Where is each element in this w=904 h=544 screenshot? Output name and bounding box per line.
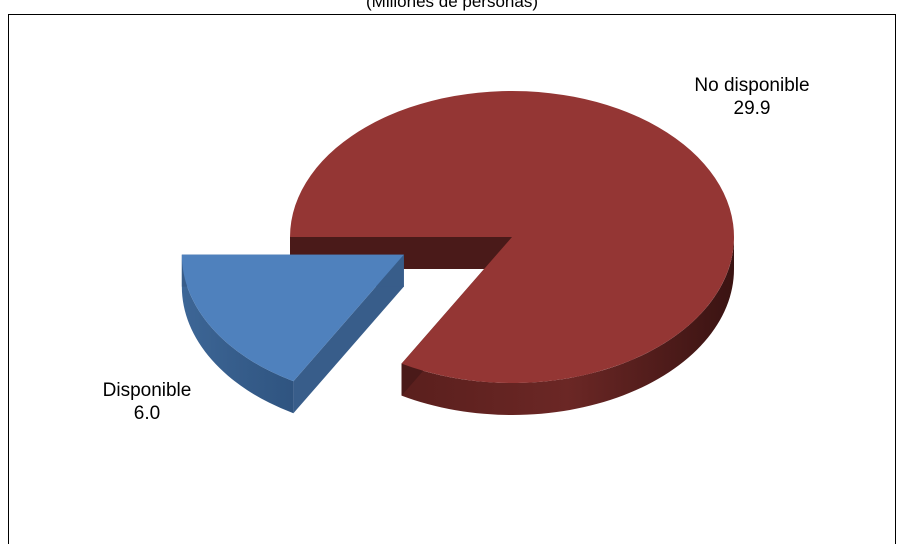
slice-value-text: 6.0 [133, 403, 161, 424]
slice-label-text: Disponible [102, 380, 192, 401]
slice-disponible [181, 254, 404, 382]
chart-subtitle: (Millones de personas) [366, 0, 538, 11]
slice-side-disponible [181, 254, 294, 414]
label-no-disponible: No disponible 29.9 [672, 74, 832, 120]
slice-value-text: 29.9 [733, 98, 771, 119]
slice-no-disponible [290, 91, 734, 384]
slice-side-no-disponible [401, 237, 734, 415]
slice-cut-face [293, 254, 404, 414]
slice-label-text: No disponible [694, 75, 810, 96]
label-disponible: Disponible 6.0 [82, 379, 212, 425]
